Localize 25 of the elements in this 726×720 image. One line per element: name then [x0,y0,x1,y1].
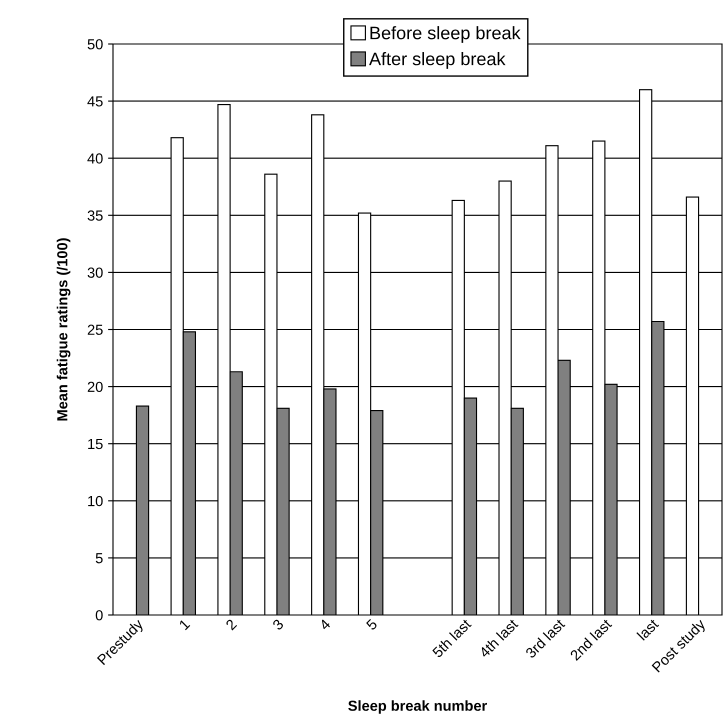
y-tick-label: 5 [96,553,103,564]
x-tick-label: 3 [272,618,284,631]
y-axis-title: Mean fatigue ratings (/100) [56,238,70,420]
x-tick-label: 1 [178,618,190,630]
y-tick-label: 15 [88,438,103,450]
x-tick-label: last [636,618,660,641]
y-tick-label: 40 [87,153,103,164]
x-tick-label: 2 [225,618,238,630]
y-tick-label: 0 [96,610,103,620]
x-tick-label: 3rd last [524,618,566,659]
x-tick-label: 5 [366,618,378,631]
y-tick-label: 25 [88,324,103,335]
y-tick-label: 35 [88,210,103,221]
y-tick-label: 50 [88,39,103,50]
y-tick-label: 10 [88,496,103,506]
legend-label: After sleep break [369,52,506,69]
x-tick-label: 5th last [432,618,472,658]
x-tick-label: 4th last [478,618,519,658]
legend-label: Before sleep break [370,26,521,43]
x-tick-label: 2nd last [569,618,612,661]
x-tick-label: 4 [318,618,331,631]
y-tick-label: 45 [87,96,103,107]
x-axis-title: Sleep break number [348,700,487,714]
y-tick-label: 20 [88,382,103,392]
y-tick-label: 30 [88,268,103,278]
